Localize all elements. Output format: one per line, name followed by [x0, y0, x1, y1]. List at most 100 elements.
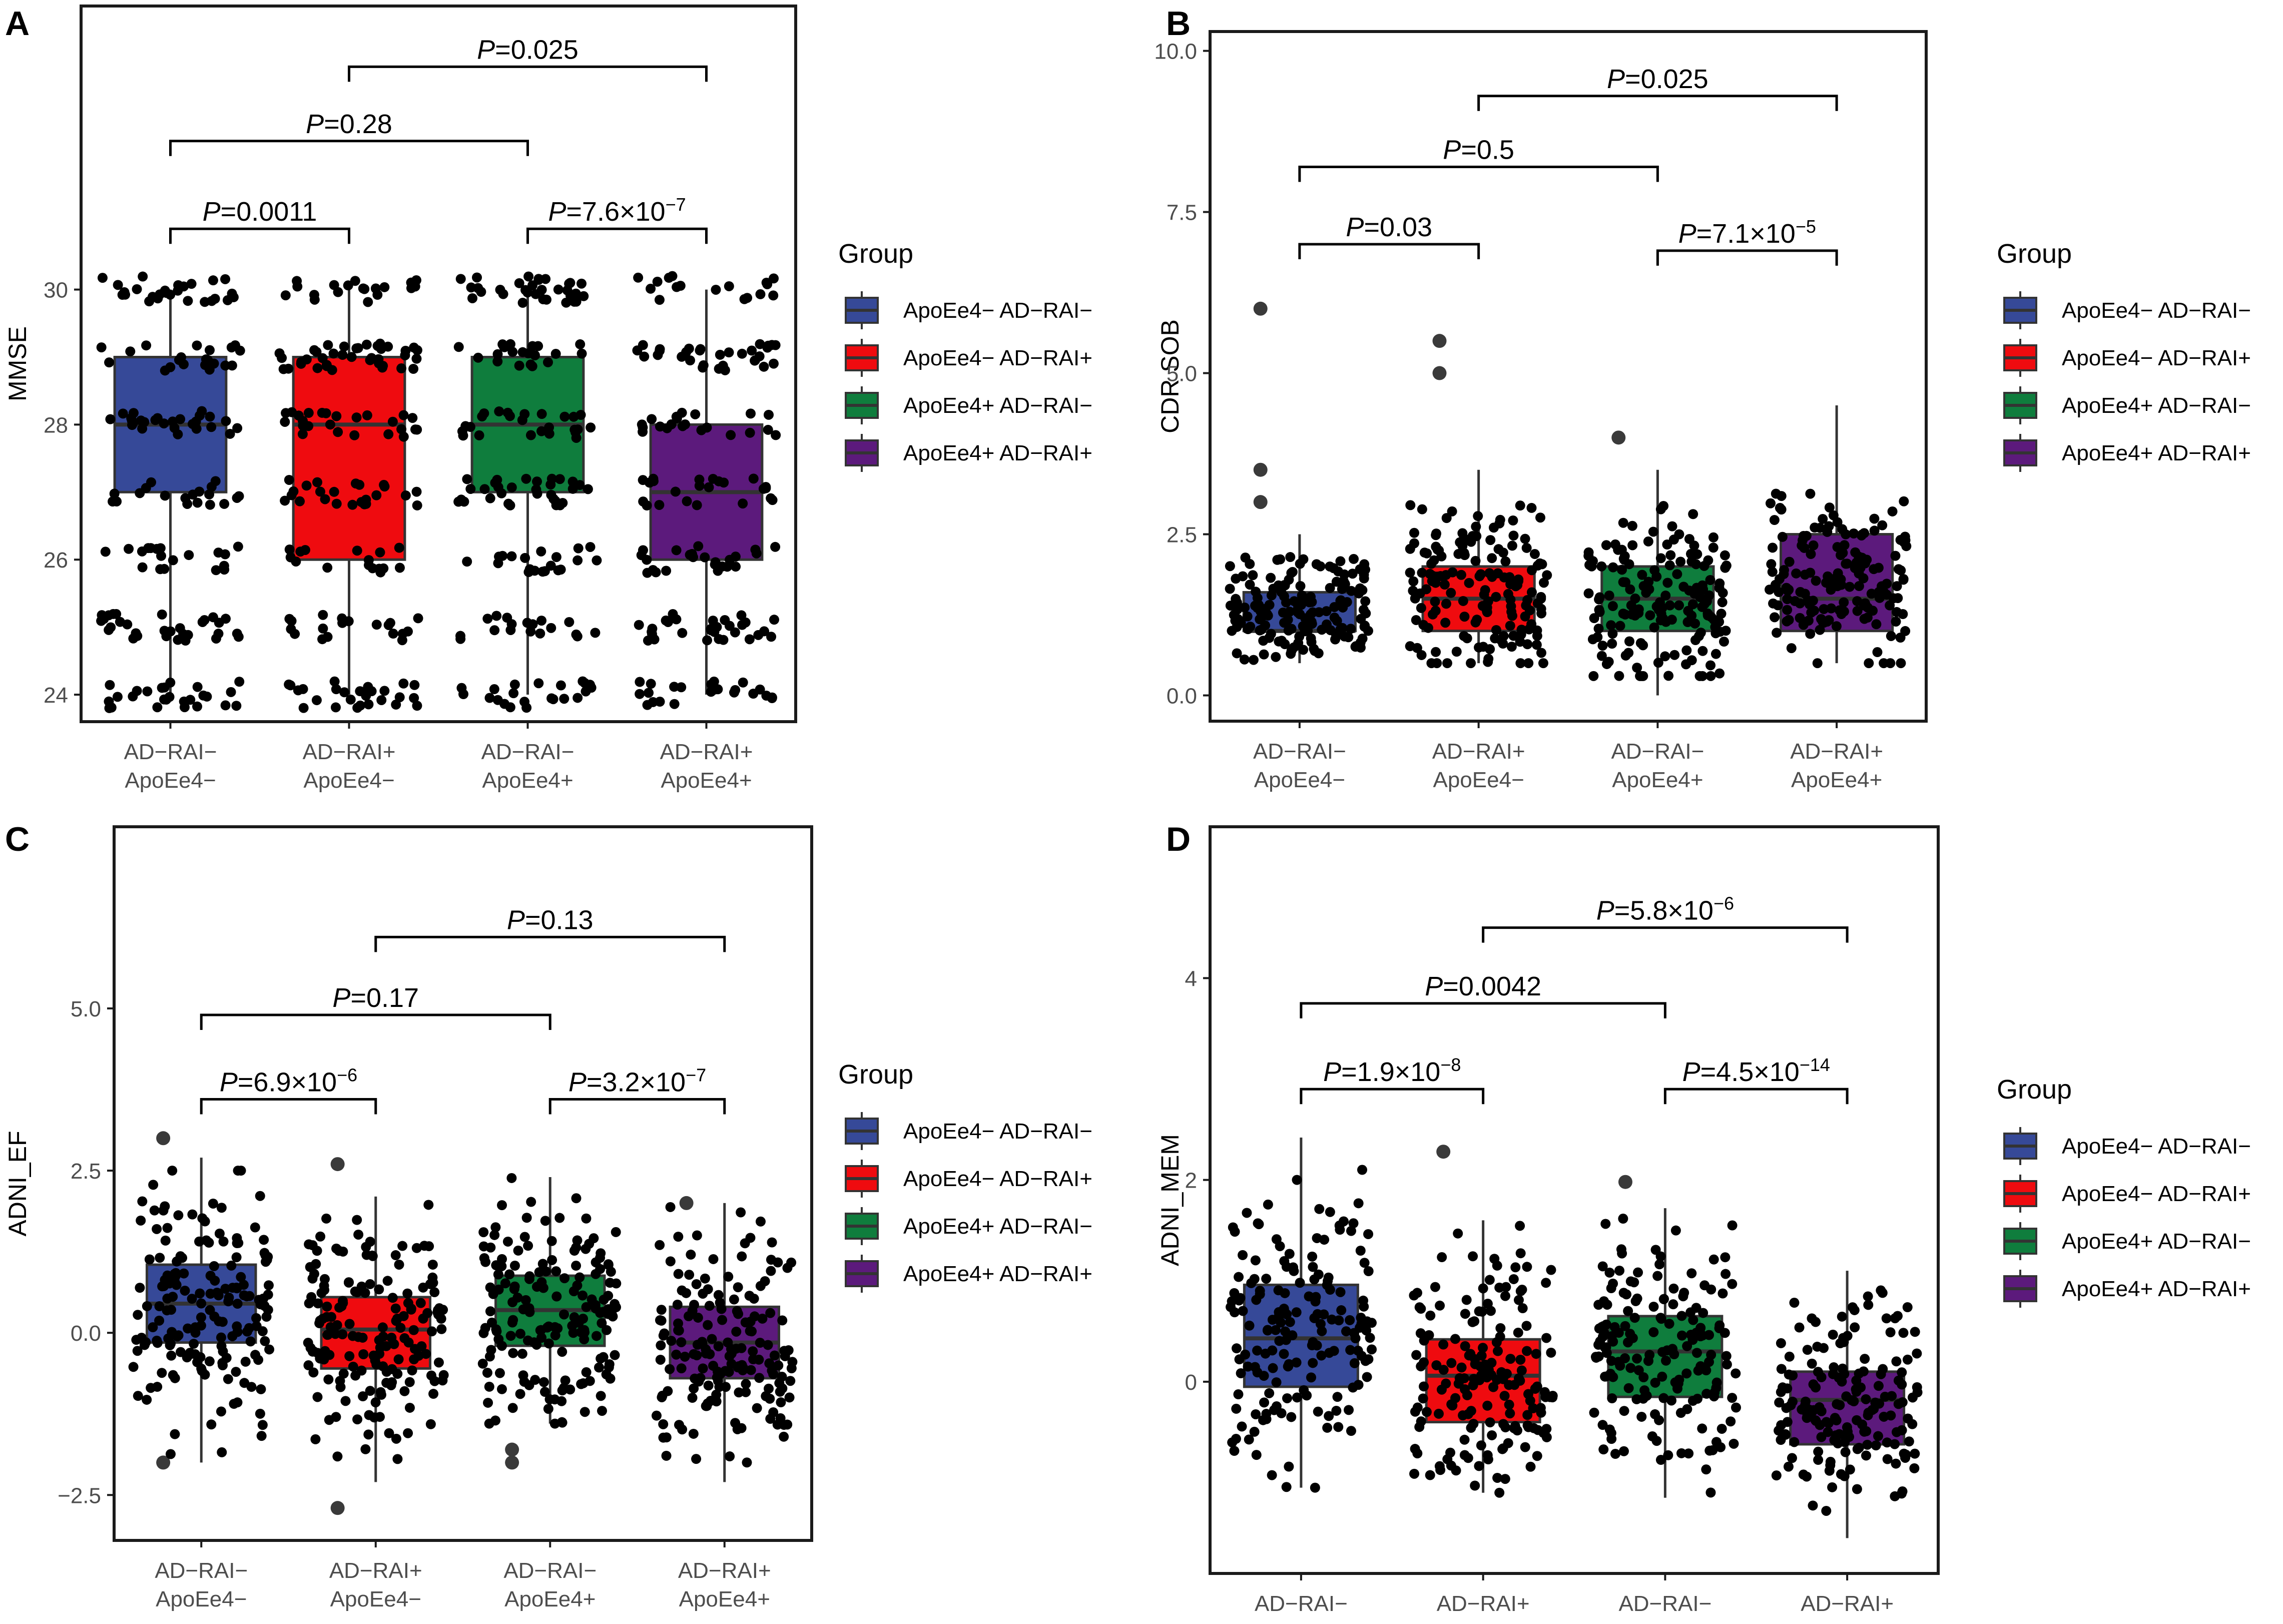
data-point [392, 1369, 403, 1379]
data-point [557, 1417, 567, 1428]
data-point [496, 488, 507, 498]
data-point [766, 632, 777, 642]
data-point [1638, 1372, 1649, 1383]
data-point [1325, 1285, 1335, 1295]
data-point [1699, 1280, 1710, 1291]
data-point [559, 411, 570, 422]
bracket-line [200, 1013, 551, 1030]
data-point [296, 357, 307, 367]
data-point [644, 688, 654, 698]
data-point [383, 620, 394, 630]
data-point [1252, 1345, 1263, 1356]
data-point [1849, 528, 1859, 538]
data-point [1860, 1354, 1870, 1364]
data-point [213, 1290, 224, 1301]
data-point [1811, 576, 1821, 586]
data-point [352, 1414, 363, 1425]
data-point [467, 293, 478, 303]
data-point [1789, 1437, 1800, 1447]
data-point [199, 615, 210, 625]
data-point [1285, 552, 1296, 563]
data-point [720, 365, 730, 375]
jitter-points [1226, 1165, 1923, 1516]
data-point [1811, 1317, 1821, 1327]
data-point [1832, 542, 1843, 553]
data-point [184, 550, 194, 561]
data-point [485, 493, 495, 503]
data-point [1492, 1472, 1503, 1483]
data-point [1280, 1326, 1291, 1337]
data-point [748, 1346, 758, 1357]
data-point [557, 1347, 567, 1357]
data-point [403, 1337, 414, 1348]
data-point [651, 1410, 662, 1421]
data-point [1657, 1371, 1667, 1382]
data-point [318, 610, 328, 620]
data-point [1417, 504, 1427, 514]
data-point [330, 702, 341, 713]
data-point [635, 677, 645, 687]
data-point [1457, 528, 1468, 538]
data-point [1470, 1480, 1480, 1491]
data-point [1717, 597, 1728, 608]
data-point [183, 1323, 193, 1334]
data-point [112, 692, 123, 702]
data-point [1638, 581, 1649, 592]
comparison-bracket: P=7.6×10−7 [526, 194, 708, 244]
data-point [1238, 1306, 1248, 1316]
data-point [104, 357, 115, 368]
data-point [604, 1362, 614, 1373]
data-point [1263, 1199, 1273, 1210]
comparison-bracket: P=1.9×10−8 [1300, 1054, 1485, 1105]
data-point [165, 1449, 176, 1459]
jitter-points [1225, 488, 1912, 681]
data-point [1857, 529, 1868, 539]
y-tick-label: 4 [1185, 966, 1197, 991]
data-point [1832, 517, 1843, 527]
data-point [571, 629, 582, 640]
data-point [298, 684, 308, 694]
data-point [700, 552, 710, 563]
data-point [1618, 1214, 1628, 1224]
data-point [549, 1418, 560, 1429]
data-point [1850, 1322, 1860, 1333]
data-point [1667, 521, 1677, 531]
data-point [371, 1359, 382, 1370]
data-point [666, 1336, 677, 1346]
data-point [560, 1375, 570, 1386]
data-point [1495, 1331, 1505, 1342]
data-point [1836, 550, 1846, 561]
data-point [638, 426, 648, 437]
data-point [1410, 1444, 1420, 1454]
data-point [1899, 1448, 1909, 1459]
data-point [179, 1268, 189, 1279]
data-point [654, 295, 665, 305]
data-point [1620, 577, 1631, 588]
data-point [1289, 596, 1300, 607]
data-point [131, 1335, 142, 1345]
data-point [1661, 1355, 1671, 1366]
data-point [578, 676, 588, 687]
data-point [753, 630, 764, 640]
data-point [211, 565, 221, 576]
bracket-line [169, 140, 529, 156]
data-point [1873, 1381, 1884, 1391]
data-point [747, 345, 757, 356]
box-2 [1425, 1145, 1541, 1493]
data-point [1609, 1322, 1620, 1332]
data-point [1532, 1425, 1543, 1435]
data-point [1337, 623, 1348, 633]
data-point [711, 284, 721, 295]
data-point [1702, 608, 1713, 619]
legend-label: ApoEe4+ AD−RAI+ [903, 441, 1092, 465]
data-point [483, 1397, 493, 1408]
legend-label: ApoEe4+ AD−RAI− [903, 393, 1092, 418]
data-point [142, 1394, 152, 1405]
data-point [1538, 658, 1548, 669]
data-point [546, 623, 556, 633]
data-point [372, 290, 383, 300]
data-point [395, 1323, 406, 1333]
data-point [724, 281, 734, 291]
data-point [486, 1317, 497, 1328]
data-point [723, 1272, 734, 1282]
